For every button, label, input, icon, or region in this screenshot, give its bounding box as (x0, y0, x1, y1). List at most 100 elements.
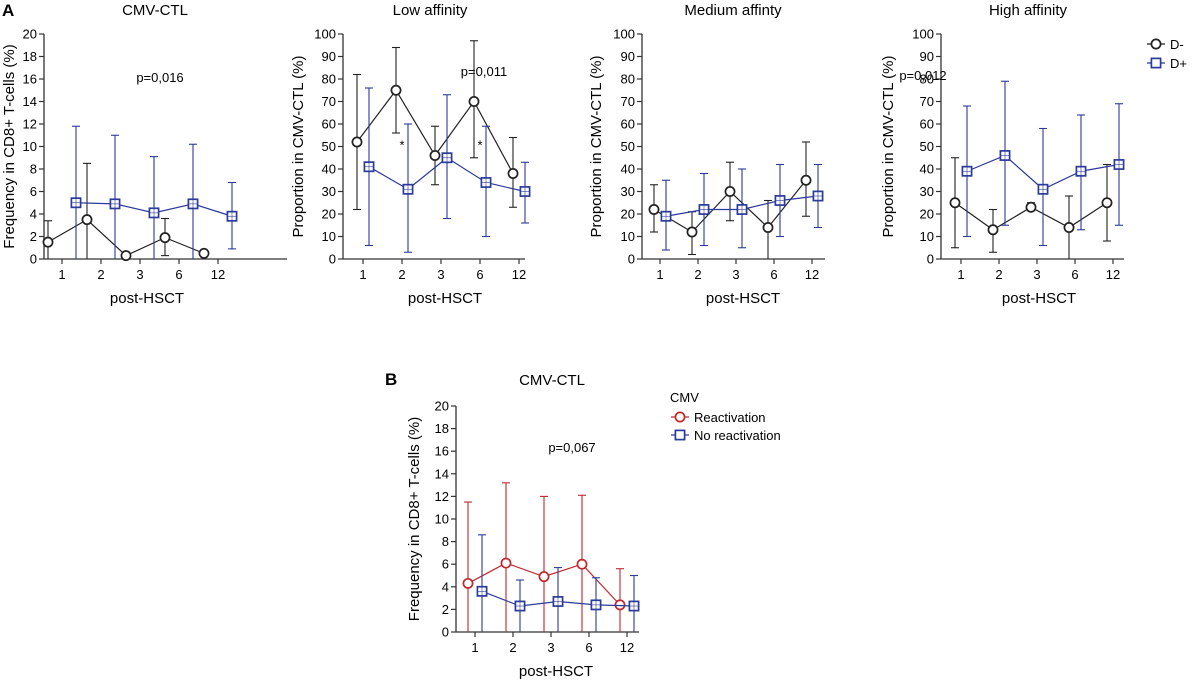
x-tick-label: 12 (512, 267, 526, 282)
series-d- (949, 157, 1113, 259)
legend-b-entry: Reactivation (694, 410, 766, 425)
y-tick-label: 8 (442, 534, 449, 549)
y-tick-label: 20 (621, 207, 635, 222)
x-tick-label: 2 (509, 640, 516, 655)
y-tick-label: 18 (435, 421, 449, 436)
y-tick-label: 0 (927, 252, 934, 267)
data-point (462, 577, 474, 589)
data-point (1063, 222, 1075, 233)
y-tick-label: 40 (621, 162, 635, 177)
y-axis-label: Proportion in CMV-CTL (%) (588, 56, 605, 238)
y-axis-label: Frequency in CD8+ T-cells (%) (406, 417, 423, 621)
y-tick-label: 60 (621, 117, 635, 132)
x-axis-label: post-HSCT (110, 290, 184, 307)
y-tick-label: 70 (621, 94, 635, 109)
y-tick-label: 100 (314, 27, 336, 42)
data-point (500, 557, 512, 569)
y-tick-label: 0 (628, 252, 635, 267)
x-tick-label: 1 (656, 267, 663, 282)
x-tick-label: 1 (957, 267, 964, 282)
x-axis-label: post-HSCT (408, 290, 482, 307)
legend-a: D- D+ (1147, 37, 1187, 71)
x-tick-label: 3 (547, 640, 554, 655)
y-tick-label: 90 (920, 49, 934, 64)
legend-b-title: CMV (670, 390, 699, 405)
y-tick-label: 100 (912, 27, 934, 42)
y-tick-label: 60 (920, 117, 934, 132)
x-tick-label: 12 (805, 267, 819, 282)
x-tick-label: 6 (770, 267, 777, 282)
p-value-annotation: p=0,016 (136, 70, 183, 85)
data-point (1101, 197, 1113, 209)
series-d- (351, 40, 519, 211)
y-tick-label: 30 (920, 184, 934, 199)
data-point (949, 197, 961, 209)
y-axis-label: Frequency in CD8+ T-cells (%) (1, 44, 18, 248)
data-point (648, 204, 660, 215)
series-d- (660, 163, 824, 251)
data-point (614, 599, 626, 611)
data-point (159, 232, 171, 244)
chart-title: CMV-CTL (519, 372, 585, 389)
x-axis-label: post-HSCT (1002, 290, 1076, 307)
data-point (468, 96, 480, 107)
data-point (198, 247, 210, 259)
series-d- (961, 80, 1125, 247)
y-axis-label: Proportion in CMV-CTL (%) (880, 56, 897, 238)
chart-title: High affinity (989, 2, 1068, 19)
significance-star: * (399, 137, 404, 152)
y-tick-label: 20 (23, 27, 37, 42)
chart-title: Medium affinty (684, 2, 782, 19)
y-tick-label: 20 (920, 207, 934, 222)
y-tick-label: 100 (613, 27, 635, 42)
data-point (351, 136, 363, 148)
x-tick-label: 2 (995, 267, 1002, 282)
data-point (507, 168, 519, 179)
legend-marker-circle (674, 411, 686, 423)
legend-b: CMV Reactivation No reactivation (670, 390, 781, 443)
series-d- (648, 141, 812, 259)
y-tick-label: 60 (322, 117, 336, 132)
series-reactivation (462, 482, 626, 632)
y-tick-label: 80 (920, 72, 934, 87)
x-tick-label: 12 (1106, 267, 1120, 282)
y-axis-label: Proportion in CMV-CTL (%) (290, 56, 307, 238)
data-point (429, 150, 441, 161)
series-d- (70, 125, 238, 259)
y-tick-label: 10 (435, 512, 449, 527)
legend-b-entry: No reactivation (694, 428, 781, 443)
x-tick-label: 6 (585, 640, 592, 655)
y-tick-label: 90 (322, 49, 336, 64)
x-tick-label: 12 (211, 267, 225, 282)
legend-a-entry: D+ (1170, 56, 1187, 71)
y-tick-label: 70 (920, 94, 934, 109)
y-tick-label: 30 (322, 184, 336, 199)
data-point (81, 214, 93, 226)
data-point (686, 226, 698, 238)
y-tick-label: 20 (322, 207, 336, 222)
y-tick-label: 10 (322, 229, 336, 244)
data-point (724, 186, 736, 197)
legend-marker-circle (1150, 38, 1162, 50)
series-d- (42, 162, 210, 262)
y-tick-label: 16 (23, 72, 37, 87)
x-tick-label: 1 (471, 640, 478, 655)
y-tick-label: 90 (621, 49, 635, 64)
y-tick-label: 4 (30, 207, 37, 222)
y-tick-label: 8 (30, 162, 37, 177)
x-tick-label: 6 (476, 267, 483, 282)
data-point (576, 558, 588, 570)
y-tick-label: 70 (322, 94, 336, 109)
legend-a-entry: D- (1170, 37, 1184, 52)
p-value-annotation: p=0,011 (461, 64, 507, 79)
y-tick-label: 12 (435, 489, 449, 504)
y-tick-label: 40 (920, 162, 934, 177)
y-tick-label: 20 (435, 399, 449, 414)
x-tick-label: 3 (1033, 267, 1040, 282)
x-tick-label: 2 (97, 267, 104, 282)
y-tick-label: 6 (442, 557, 449, 572)
